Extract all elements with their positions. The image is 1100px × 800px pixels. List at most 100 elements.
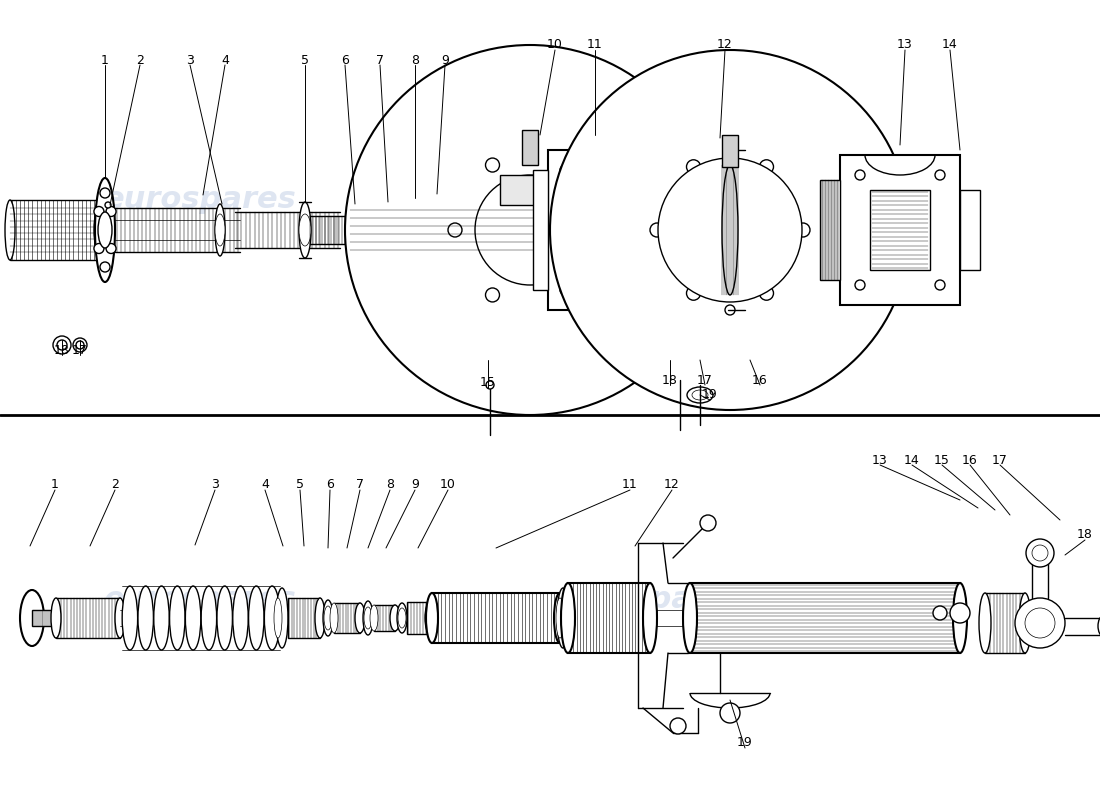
Ellipse shape [51, 598, 60, 638]
Text: 1: 1 [51, 478, 59, 491]
Circle shape [106, 206, 117, 217]
Text: 19: 19 [737, 737, 752, 750]
Text: 10: 10 [547, 38, 563, 51]
Circle shape [345, 45, 715, 415]
Circle shape [678, 178, 782, 282]
Text: 13: 13 [898, 38, 913, 51]
Text: 12: 12 [664, 478, 680, 491]
Ellipse shape [323, 600, 333, 636]
Circle shape [475, 175, 585, 285]
Text: 6: 6 [326, 478, 334, 491]
Text: 17: 17 [992, 454, 1008, 466]
Text: 9: 9 [411, 478, 419, 491]
Bar [407, 602, 430, 634]
Bar [534, 170, 548, 290]
Ellipse shape [249, 586, 264, 650]
Ellipse shape [554, 593, 566, 643]
Ellipse shape [425, 602, 435, 634]
Ellipse shape [6, 200, 15, 260]
Circle shape [619, 169, 631, 181]
Ellipse shape [410, 208, 420, 252]
Bar [374, 605, 395, 631]
Text: 15: 15 [480, 377, 496, 390]
Circle shape [1026, 539, 1054, 567]
Bar [984, 593, 1025, 653]
Circle shape [1015, 598, 1065, 648]
Bar [32, 610, 67, 626]
Text: 3: 3 [211, 478, 219, 491]
Circle shape [700, 515, 716, 531]
Circle shape [686, 286, 701, 300]
Ellipse shape [430, 206, 440, 254]
Ellipse shape [390, 605, 400, 631]
Ellipse shape [95, 178, 116, 282]
Ellipse shape [370, 605, 378, 631]
Ellipse shape [299, 202, 311, 258]
Ellipse shape [330, 603, 338, 633]
Ellipse shape [349, 204, 361, 256]
Circle shape [53, 336, 72, 354]
Text: 3: 3 [186, 54, 194, 66]
Bar [288, 598, 320, 638]
Ellipse shape [154, 586, 169, 650]
Ellipse shape [233, 586, 249, 650]
Text: 15: 15 [934, 454, 950, 466]
Text: eurospares: eurospares [103, 586, 296, 614]
Circle shape [485, 158, 499, 172]
Circle shape [448, 223, 462, 237]
Ellipse shape [397, 603, 407, 633]
Circle shape [598, 223, 612, 237]
Ellipse shape [429, 194, 441, 266]
Ellipse shape [138, 586, 153, 650]
Ellipse shape [98, 212, 112, 248]
Text: 18: 18 [1077, 529, 1093, 542]
Ellipse shape [1098, 616, 1100, 636]
Circle shape [485, 288, 499, 302]
Bar [568, 583, 650, 653]
Ellipse shape [979, 593, 991, 653]
Text: 14: 14 [942, 38, 958, 51]
Ellipse shape [384, 212, 392, 248]
Circle shape [561, 288, 574, 302]
Bar [840, 155, 960, 305]
Text: 12: 12 [717, 38, 733, 51]
Ellipse shape [398, 608, 406, 628]
Circle shape [100, 188, 110, 198]
Text: 7: 7 [376, 54, 384, 66]
Ellipse shape [1019, 593, 1031, 653]
Ellipse shape [274, 598, 282, 638]
Circle shape [933, 606, 947, 620]
Text: 8: 8 [411, 54, 419, 66]
Bar [432, 593, 560, 643]
Text: 6: 6 [341, 54, 349, 66]
Circle shape [855, 170, 865, 180]
Ellipse shape [116, 598, 125, 638]
Ellipse shape [324, 606, 332, 630]
Ellipse shape [409, 198, 421, 262]
Circle shape [1025, 608, 1055, 638]
Circle shape [670, 718, 686, 734]
Ellipse shape [556, 598, 564, 638]
Text: 10: 10 [440, 478, 455, 491]
Circle shape [106, 243, 117, 254]
Ellipse shape [364, 607, 372, 629]
Circle shape [94, 206, 103, 217]
Circle shape [759, 286, 773, 300]
Circle shape [561, 158, 574, 172]
Text: 19: 19 [702, 389, 718, 402]
Text: 17: 17 [697, 374, 713, 386]
Bar [522, 130, 538, 165]
Ellipse shape [315, 598, 324, 638]
Ellipse shape [484, 185, 496, 275]
Text: 18: 18 [54, 343, 70, 357]
Text: 11: 11 [587, 38, 603, 51]
Ellipse shape [214, 214, 225, 246]
Text: 2: 2 [111, 478, 119, 491]
Circle shape [650, 223, 664, 237]
Ellipse shape [355, 603, 365, 633]
Bar [56, 598, 120, 638]
Text: eurospares: eurospares [553, 586, 747, 614]
Text: 16: 16 [962, 454, 978, 466]
Ellipse shape [383, 202, 393, 258]
Ellipse shape [214, 204, 225, 256]
